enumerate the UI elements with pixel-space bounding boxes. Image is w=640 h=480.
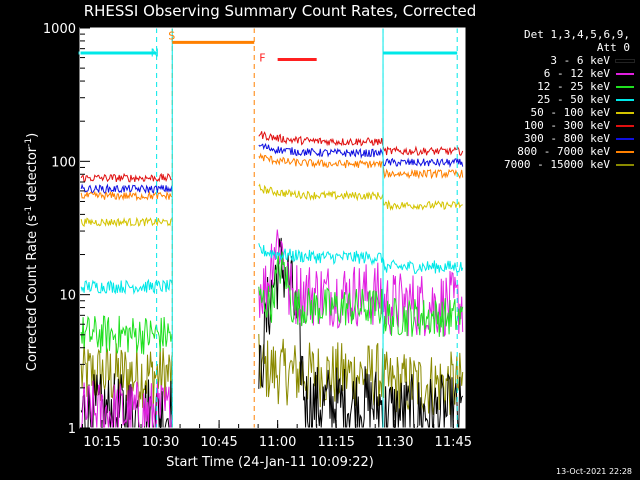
legend-entry-label: 12 - 25 keV [537, 80, 610, 93]
series-line [80, 380, 173, 429]
series-line [258, 243, 464, 275]
legend-entry-label: 300 - 800 keV [523, 132, 610, 145]
legend-entry: 3 - 6 keV [476, 54, 636, 67]
legend-entry: 300 - 800 keV [476, 132, 636, 145]
legend-header-attenuator: Att 0 [596, 41, 630, 54]
x-tick-label: 10:15 [83, 435, 120, 450]
axes-frame [79, 27, 466, 429]
chart-title: RHESSI Observing Summary Count Rates, Co… [83, 2, 477, 20]
y-axis-title-mid: detector [25, 146, 41, 206]
y-axis-title-sup2: -1 [23, 137, 34, 147]
y-axis-title-end: ) [25, 132, 41, 138]
legend-entry: 6 - 12 keV [476, 67, 636, 80]
series-line [258, 152, 464, 180]
series-line [258, 142, 464, 169]
date-stamp: 13-Oct-2021 22:28 [556, 467, 632, 476]
series-line [258, 131, 464, 156]
legend-entry-swatch [616, 85, 634, 88]
series-line [258, 183, 463, 211]
series-line [258, 333, 464, 417]
legend-entry-swatch [616, 111, 634, 114]
legend-entry-label: 3 - 6 keV [550, 54, 610, 67]
legend-entry-swatch [615, 58, 635, 63]
legend-header-detectors: Det 1,3,4,5,6,9, [524, 28, 630, 41]
legend-entry-label: 7000 - 15000 keV [504, 158, 610, 171]
y-tick-label: 1000 [43, 22, 76, 37]
series-line [80, 172, 172, 183]
y-axis-title-main: Corrected Count Rate (s [25, 214, 41, 372]
legend-entry: 50 - 100 keV [476, 106, 636, 119]
annotation-label: N [151, 47, 159, 60]
y-axis-title-sup1: -1 [23, 205, 34, 215]
x-tick-label: 10:45 [200, 435, 237, 450]
series-line [80, 216, 173, 228]
legend-entries: 3 - 6 keV 6 - 12 keV 12 - 25 keV 25 - 50 ke… [476, 54, 636, 171]
legend: Det 1,3,4,5,6,9, Att 0 3 - 6 keV 6 - 12 k… [476, 28, 636, 171]
legend-entry-swatch [616, 150, 634, 153]
legend-entry: 25 - 50 keV [476, 93, 636, 106]
annotation-label: F [259, 52, 265, 65]
legend-entry-swatch [616, 137, 634, 140]
legend-entry: 7000 - 15000 keV [476, 158, 636, 171]
legend-entry: 100 - 300 keV [476, 119, 636, 132]
x-axis-title: Start Time (24-Jan-11 10:09:22) [166, 455, 374, 470]
y-tick-label: 100 [51, 155, 76, 170]
annotation-label: S [168, 29, 175, 42]
x-tick-label: 11:30 [376, 435, 413, 450]
y-tick-label: 1 [68, 422, 76, 437]
y-axis-title: Corrected Count Rate (s-1 detector-1) [24, 133, 40, 371]
legend-entry-label: 6 - 12 keV [543, 67, 610, 80]
x-tick-label: 11:15 [317, 435, 354, 450]
legend-entry: 800 - 7000 keV [476, 145, 636, 158]
legend-entry-label: 50 - 100 keV [530, 106, 610, 119]
legend-entry-swatch [616, 163, 634, 166]
series-line [80, 183, 173, 194]
legend-entry-label: 800 - 7000 keV [517, 145, 610, 158]
legend-entry-swatch [616, 98, 634, 101]
legend-entry-swatch [616, 124, 634, 127]
series-line [258, 251, 464, 337]
legend-entry-swatch [616, 72, 634, 75]
legend-entry: 12 - 25 keV [476, 80, 636, 93]
x-tick-label: 10:30 [142, 435, 179, 450]
legend-entry-label: 100 - 300 keV [523, 119, 610, 132]
x-tick-label: 11:00 [259, 435, 296, 450]
series-line [80, 190, 173, 202]
x-tick-label: 11:45 [435, 435, 472, 450]
legend-entry-label: 25 - 50 keV [537, 93, 610, 106]
y-tick-label: 10 [59, 289, 76, 304]
